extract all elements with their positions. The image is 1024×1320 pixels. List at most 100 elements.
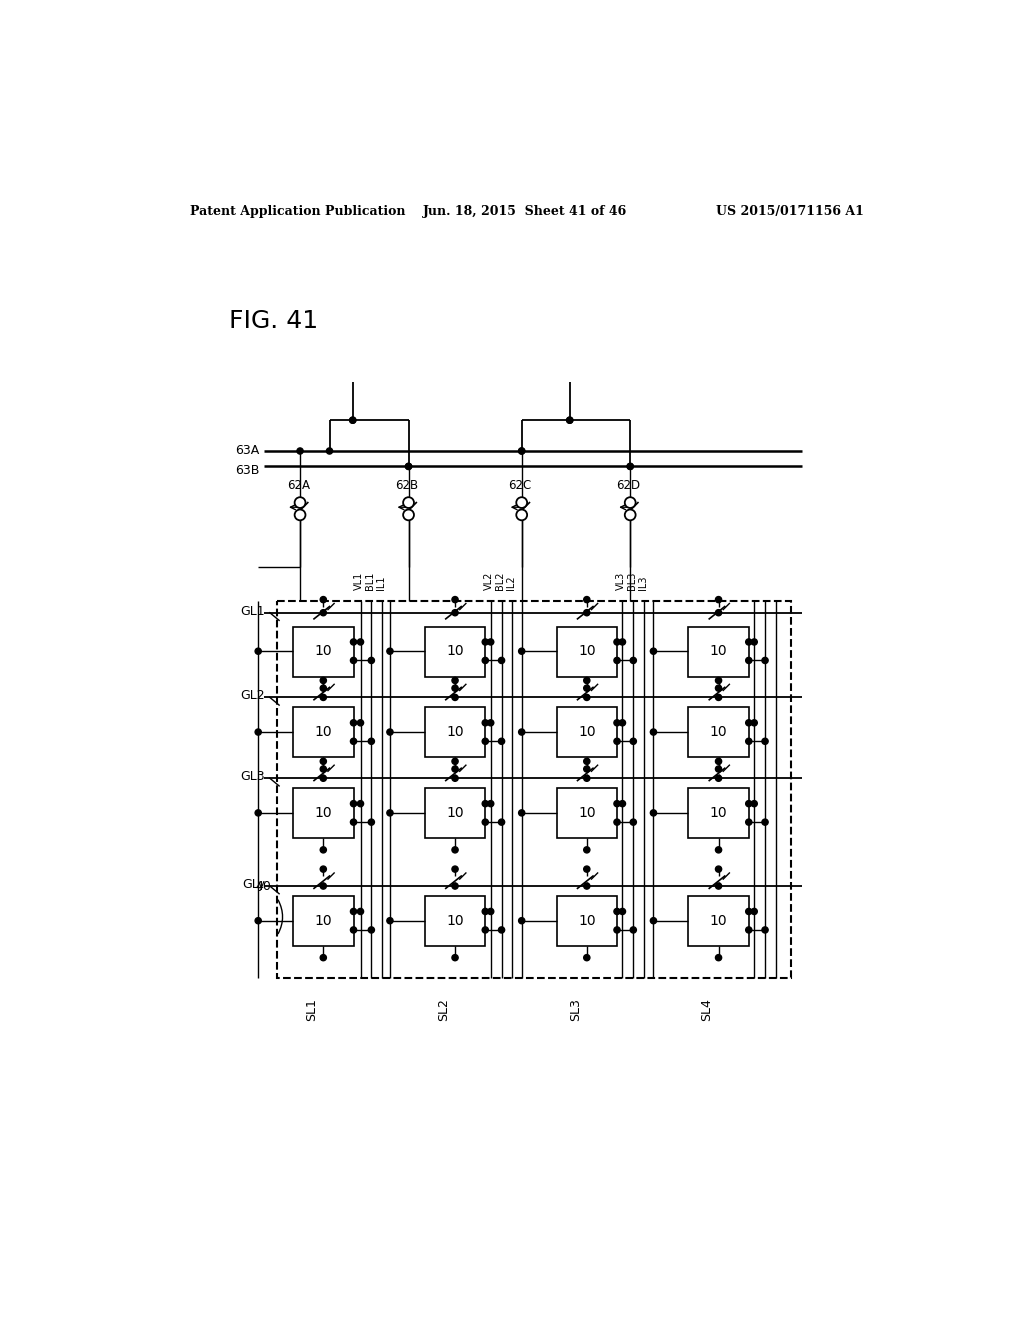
Circle shape — [321, 597, 327, 603]
Text: 10: 10 — [314, 807, 332, 820]
Circle shape — [518, 917, 525, 924]
Circle shape — [650, 917, 656, 924]
Text: 10: 10 — [578, 807, 596, 820]
Circle shape — [745, 818, 752, 825]
Circle shape — [487, 908, 494, 915]
Circle shape — [321, 883, 327, 890]
Circle shape — [349, 417, 356, 424]
Text: SL3: SL3 — [568, 998, 582, 1020]
Circle shape — [452, 677, 458, 684]
Circle shape — [762, 818, 768, 825]
Circle shape — [357, 719, 364, 726]
Text: 10: 10 — [446, 913, 464, 928]
Text: 62D: 62D — [616, 479, 641, 492]
Circle shape — [452, 766, 458, 772]
Circle shape — [452, 883, 458, 890]
Circle shape — [357, 800, 364, 807]
Circle shape — [614, 908, 621, 915]
Circle shape — [620, 719, 626, 726]
Circle shape — [297, 447, 303, 454]
Circle shape — [716, 847, 722, 853]
Circle shape — [745, 657, 752, 664]
Circle shape — [321, 954, 327, 961]
Circle shape — [745, 738, 752, 744]
Bar — [293, 896, 353, 946]
Circle shape — [518, 729, 525, 735]
Circle shape — [350, 657, 356, 664]
Circle shape — [751, 719, 758, 726]
Circle shape — [387, 917, 393, 924]
Text: FIG. 41: FIG. 41 — [228, 309, 317, 333]
Text: 10: 10 — [578, 913, 596, 928]
Circle shape — [321, 677, 327, 684]
Circle shape — [620, 800, 626, 807]
Bar — [293, 708, 353, 758]
Bar — [557, 788, 617, 838]
Text: 10: 10 — [314, 725, 332, 739]
Circle shape — [452, 610, 458, 615]
Circle shape — [487, 800, 494, 807]
Circle shape — [751, 908, 758, 915]
Circle shape — [584, 954, 590, 961]
Circle shape — [482, 639, 488, 645]
Circle shape — [716, 758, 722, 764]
Circle shape — [255, 917, 261, 924]
Circle shape — [584, 610, 590, 615]
Bar — [688, 788, 749, 838]
Circle shape — [751, 639, 758, 645]
Circle shape — [627, 463, 633, 470]
Circle shape — [630, 657, 636, 664]
Circle shape — [584, 883, 590, 890]
Text: GL3: GL3 — [241, 770, 265, 783]
Text: 62B: 62B — [395, 479, 419, 492]
Text: 10: 10 — [710, 644, 727, 659]
Circle shape — [745, 639, 752, 645]
Circle shape — [295, 510, 305, 520]
Circle shape — [499, 657, 505, 664]
Circle shape — [627, 463, 633, 470]
Text: BL3: BL3 — [627, 572, 637, 590]
Circle shape — [452, 694, 458, 701]
Circle shape — [482, 719, 488, 726]
Circle shape — [745, 719, 752, 726]
Circle shape — [762, 657, 768, 664]
Circle shape — [630, 818, 636, 825]
Circle shape — [745, 800, 752, 807]
Circle shape — [482, 908, 488, 915]
Circle shape — [650, 729, 656, 735]
Circle shape — [614, 818, 621, 825]
Circle shape — [321, 775, 327, 781]
Circle shape — [369, 818, 375, 825]
Bar — [425, 788, 485, 838]
Circle shape — [614, 738, 621, 744]
Text: IL3: IL3 — [638, 576, 647, 590]
Text: IL1: IL1 — [376, 576, 386, 590]
Circle shape — [452, 954, 458, 961]
Text: BL2: BL2 — [495, 572, 505, 590]
Circle shape — [716, 677, 722, 684]
Text: IL2: IL2 — [506, 576, 516, 590]
Circle shape — [350, 738, 356, 744]
Circle shape — [516, 498, 527, 508]
Circle shape — [716, 597, 722, 603]
Circle shape — [482, 738, 488, 744]
Circle shape — [487, 639, 494, 645]
Circle shape — [650, 809, 656, 816]
Circle shape — [357, 908, 364, 915]
Circle shape — [518, 447, 525, 454]
Circle shape — [584, 694, 590, 701]
Circle shape — [321, 766, 327, 772]
Circle shape — [452, 685, 458, 692]
Circle shape — [716, 775, 722, 781]
Text: GL1: GL1 — [241, 605, 265, 618]
Circle shape — [518, 809, 525, 816]
Circle shape — [255, 729, 261, 735]
Circle shape — [584, 766, 590, 772]
Circle shape — [403, 498, 414, 508]
Circle shape — [321, 694, 327, 701]
Circle shape — [406, 463, 412, 470]
Circle shape — [321, 685, 327, 692]
Text: Patent Application Publication: Patent Application Publication — [190, 205, 406, 218]
Circle shape — [350, 719, 356, 726]
Bar — [688, 896, 749, 946]
